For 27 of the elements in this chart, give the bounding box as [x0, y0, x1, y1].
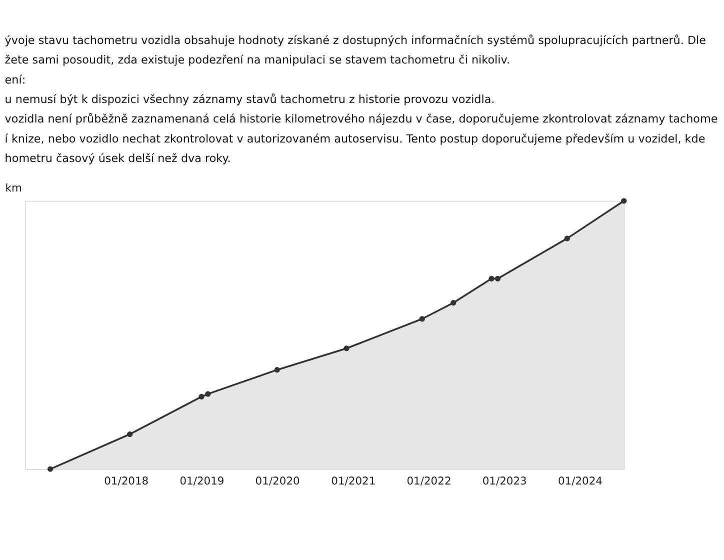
point	[564, 236, 570, 242]
point	[274, 367, 280, 373]
text: ení:	[4, 73, 26, 86]
point	[494, 276, 501, 282]
point	[419, 316, 425, 322]
point	[344, 346, 350, 352]
point	[488, 276, 494, 282]
text: u nemusí být k dispozici všechny záznamy stavů tachometru z historie provozu vozidla.	[4, 93, 495, 106]
point	[450, 300, 456, 306]
text: vozidla není průběžně zaznamenaná celá historie kilometrového nájezdu v čase, doporučujeme zkontrolovat záznamy tachome	[4, 112, 718, 126]
point	[621, 198, 627, 204]
point	[127, 431, 133, 438]
x-tick-label: 01/2024	[558, 474, 603, 488]
x-tick-label: 01/2022	[406, 474, 452, 488]
y-axis-title: km	[5, 182, 22, 195]
x-tick-label: 01/2023	[482, 474, 527, 488]
text: í knize, nebo vozidlo nechat zkontrolovat v autorizovaném autoservisu. Tento postup doporučujeme především u vozidel, kde	[4, 132, 706, 146]
x-tick-label: 01/2021	[331, 474, 376, 488]
point	[205, 391, 211, 397]
x-tick-label: 01/2019	[180, 474, 224, 488]
x-tick-label: 01/2018	[104, 474, 149, 488]
point	[198, 394, 204, 400]
text: ývoje stavu tachometru vozidla obsahuje hodnoty získané z dostupných informačních systémů spolupracujících partnerů. Dle	[4, 34, 706, 48]
x-tick-label: 01/2020	[255, 474, 300, 488]
text: hometru časový úsek delší než dva roky.	[4, 152, 231, 166]
point	[47, 466, 54, 472]
text: žete sami posoudit, zda existuje podezření na manipulaci se stavem tachometru či nikoliv.	[4, 54, 510, 67]
